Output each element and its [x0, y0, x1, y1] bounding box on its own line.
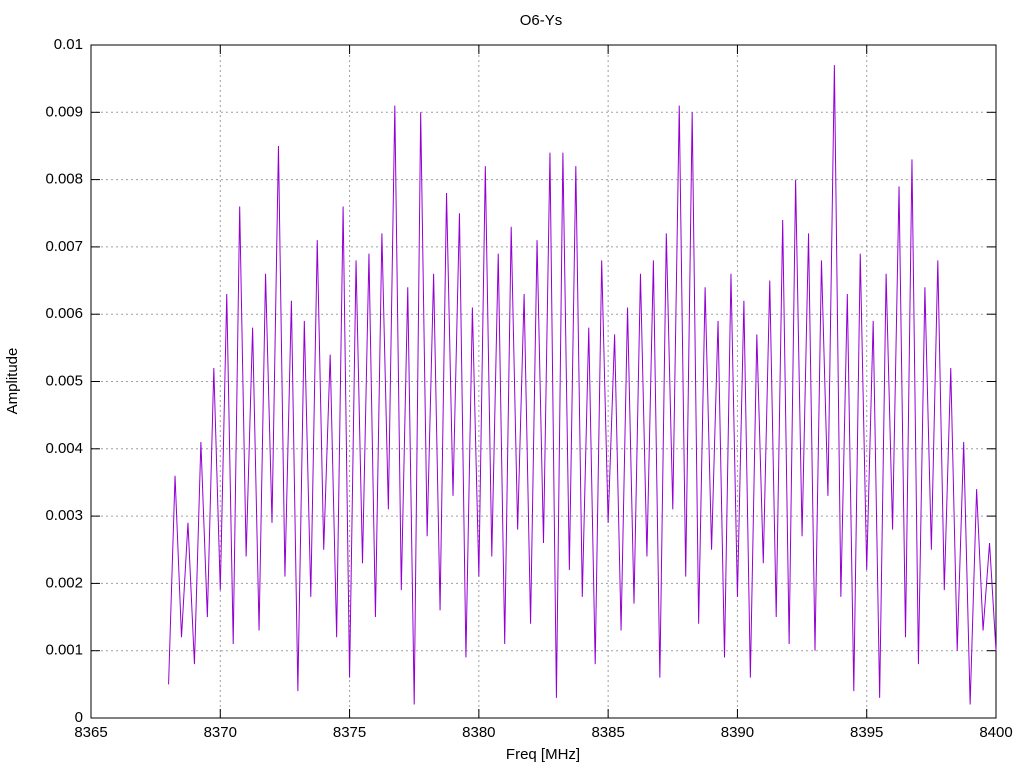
x-tick-label: 8375	[333, 724, 366, 741]
x-axis-label: Freq [MHz]	[506, 746, 580, 763]
y-tick-label: 0.001	[45, 642, 83, 659]
y-tick-label: 0.007	[45, 238, 83, 255]
data-line	[168, 65, 997, 705]
y-tick-label: 0.004	[45, 440, 83, 457]
y-tick-label: 0.006	[45, 305, 83, 322]
plot-border	[90, 44, 997, 719]
y-tick-label: 0.002	[45, 574, 83, 591]
y-tick-label: 0.008	[45, 171, 83, 188]
x-tick-label: 8380	[462, 724, 495, 741]
x-tick-label: 8400	[979, 724, 1012, 741]
x-tick-label: 8365	[74, 724, 107, 741]
y-axis-label: Amplitude	[4, 348, 21, 415]
x-tick-label: 8385	[591, 724, 624, 741]
y-tick-label: 0.01	[54, 36, 83, 53]
y-tick-label: 0.005	[45, 372, 83, 389]
y-tick-label: 0	[75, 709, 83, 726]
chart-title: O6-Ys	[520, 12, 563, 29]
x-tick-label: 8395	[850, 724, 883, 741]
y-tick-label: 0.009	[45, 103, 83, 120]
x-tick-label: 8390	[721, 724, 754, 741]
y-tick-label: 0.003	[45, 507, 83, 524]
x-tick-label: 8370	[204, 724, 237, 741]
